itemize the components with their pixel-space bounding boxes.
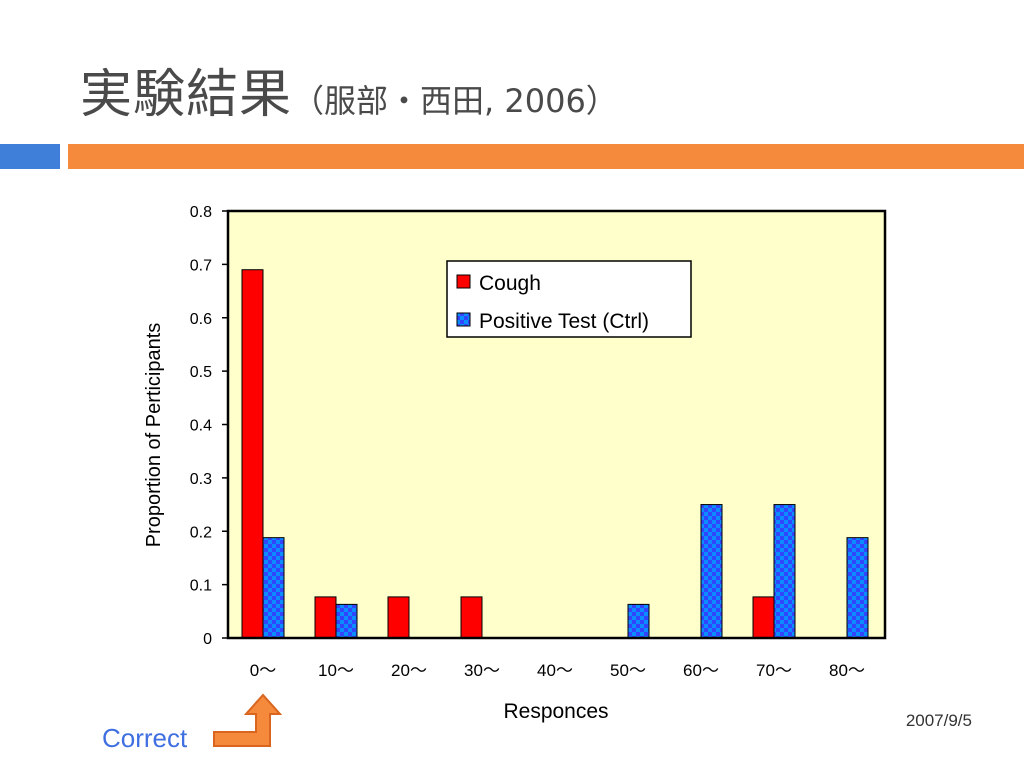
- slide-title-citation: （服部・西田, 2006）: [292, 82, 618, 120]
- legend-swatch-cough: [456, 274, 471, 289]
- legend: Cough Positive Test (Ctrl): [446, 260, 692, 338]
- slide-title-main: 実験結果: [80, 65, 293, 125]
- accent-bar-blue: [0, 144, 60, 169]
- accent-bar-orange: [68, 144, 1024, 169]
- x-tick-label: 50〜: [610, 661, 646, 680]
- bar-positive-test: [335, 603, 358, 639]
- bar-positive-test: [846, 537, 869, 639]
- x-tick-label: 40〜: [537, 661, 573, 680]
- slide-title: 実験結果（服部・西田, 2006）: [80, 52, 618, 127]
- y-tick-label: 0.1: [190, 578, 212, 595]
- x-tick-label: 30〜: [464, 661, 500, 680]
- y-tick-label: 0.7: [190, 257, 212, 274]
- x-axis-label: Responces: [503, 700, 608, 723]
- legend-box: [446, 260, 692, 338]
- bar-cough: [241, 269, 264, 639]
- x-tick-label: 60〜: [683, 661, 719, 680]
- x-tick-label: 0〜: [250, 661, 276, 680]
- bar-positive-test: [700, 504, 723, 639]
- legend-label-positive-test: Positive Test (Ctrl): [479, 310, 649, 333]
- y-tick-label: 0.8: [190, 204, 212, 221]
- y-tick-label: 0.6: [190, 311, 212, 328]
- bar-positive-test: [627, 603, 650, 639]
- legend-label-cough: Cough: [479, 272, 541, 295]
- y-tick-label: 0.4: [190, 418, 212, 435]
- plot-frame: [226, 209, 887, 640]
- x-tick-label: 80〜: [829, 661, 865, 680]
- y-tick-label: 0: [203, 631, 212, 648]
- bar-cough: [314, 596, 337, 639]
- x-tick-label: 20〜: [391, 661, 427, 680]
- slide-date: 2007/9/5: [905, 711, 972, 730]
- bar-cough: [752, 596, 775, 639]
- bar-cough: [387, 596, 410, 639]
- legend-swatch-positive-test: [456, 312, 471, 327]
- x-tick-label: 10〜: [318, 661, 354, 680]
- bar-cough: [460, 596, 483, 639]
- y-tick-label: 0.5: [190, 364, 212, 381]
- y-tick-label: 0.2: [190, 524, 212, 541]
- x-tick-label: 70〜: [756, 661, 792, 680]
- y-axis-label: Proportion of Perticipants: [143, 323, 165, 548]
- bar-positive-test: [262, 537, 285, 639]
- up-arrow-icon: [213, 693, 282, 747]
- correct-label: Correct: [102, 723, 188, 753]
- bar-positive-test: [773, 504, 796, 639]
- y-tick-label: 0.3: [190, 471, 212, 488]
